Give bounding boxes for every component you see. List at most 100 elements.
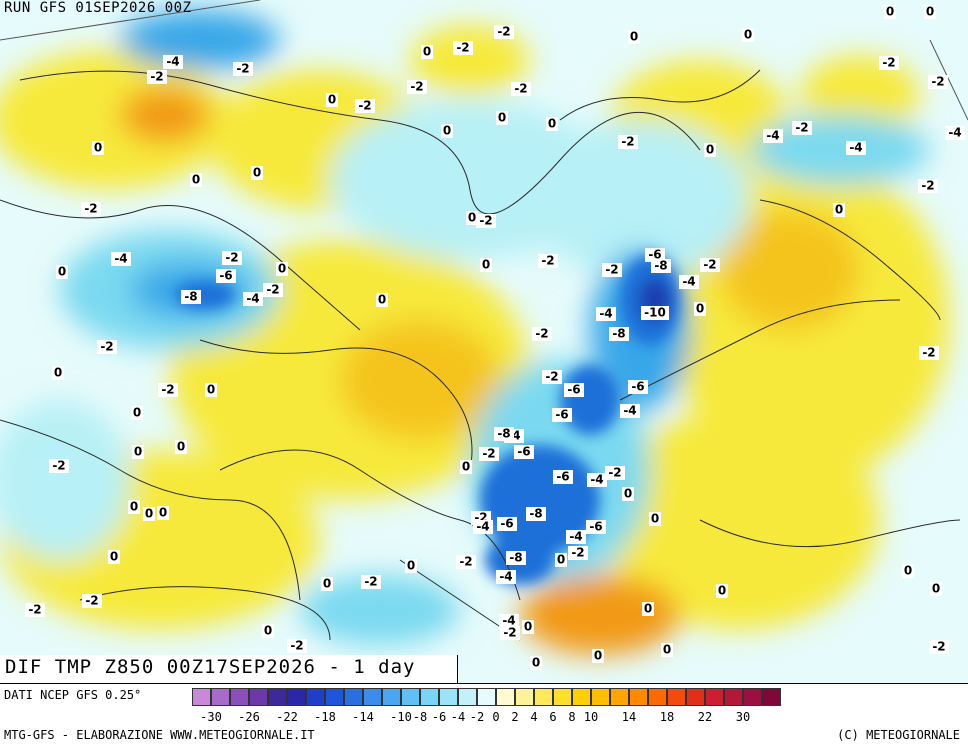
- anomaly-value-label: 0: [557, 553, 565, 567]
- legend-tick-label: 6: [549, 710, 557, 724]
- anomaly-value-label: -2: [479, 214, 492, 228]
- anomaly-value-label: -4: [246, 292, 259, 306]
- footer: DATI NCEP GFS 0.25° -30 -26 -22 -18 -14 -10 -8…: [0, 683, 968, 746]
- value-label-background: [586, 520, 606, 534]
- anomaly-value-label: 0: [932, 582, 940, 596]
- value-label-background: [131, 406, 143, 420]
- anomaly-value-label: -2: [28, 603, 41, 617]
- anomaly-value-label: 0: [630, 30, 638, 44]
- value-label-background: [460, 460, 472, 474]
- copyright: (C) METEOGIORNALE: [837, 728, 960, 742]
- anomaly-value-label: -4: [569, 530, 582, 544]
- value-label-background: [930, 582, 942, 596]
- value-label-background: [530, 656, 542, 670]
- legend-swatch: [705, 688, 724, 706]
- legend-tick-label: 18: [659, 710, 675, 724]
- anomaly-value-label: -4: [849, 141, 862, 155]
- anomaly-value-label: 0: [835, 203, 843, 217]
- value-label-background: [641, 306, 669, 320]
- value-label-background: [918, 179, 938, 193]
- legend-swatch: [629, 688, 648, 706]
- value-label-background: [355, 99, 375, 113]
- anomaly-value-label: -6: [517, 445, 530, 459]
- anomaly-value-label: -4: [476, 520, 489, 534]
- value-label-background: [620, 404, 640, 418]
- anomaly-value-label: 0: [207, 383, 215, 397]
- legend-swatch: [325, 688, 344, 706]
- legend-tick-label: -8: [412, 710, 428, 724]
- anomaly-value-label: -6: [631, 380, 644, 394]
- legend-swatch: [648, 688, 667, 706]
- legend-swatch: [724, 688, 743, 706]
- value-label-background: [263, 283, 283, 297]
- value-label-background: [81, 202, 101, 216]
- value-label-background: [143, 507, 155, 521]
- legend-swatch: [211, 688, 230, 706]
- anomaly-value-label: 0: [110, 550, 118, 564]
- legend-swatch: [553, 688, 572, 706]
- value-label-background: [421, 45, 433, 59]
- anomaly-value-label: 0: [696, 302, 704, 316]
- anomaly-value-label: 0: [134, 445, 142, 459]
- value-label-background: [602, 263, 622, 277]
- anomaly-value-label: 0: [58, 265, 66, 279]
- value-label-background: [157, 506, 169, 520]
- value-label-background: [642, 602, 654, 616]
- value-label-background: [181, 290, 201, 304]
- anomaly-value-label: -8: [612, 327, 625, 341]
- anomaly-value-label: -2: [922, 346, 935, 360]
- legend-swatch: [382, 688, 401, 706]
- legend-swatch: [230, 688, 249, 706]
- anomaly-value-label: -8: [529, 507, 542, 521]
- anomaly-value-label: -4: [948, 126, 961, 140]
- anomaly-value-label: -6: [219, 269, 232, 283]
- anomaly-value-label: -6: [500, 517, 513, 531]
- anomaly-value-label: -2: [882, 56, 895, 70]
- anomaly-value-label: -2: [497, 25, 510, 39]
- legend-tick-label: -18: [314, 710, 336, 724]
- anomaly-value-label: 0: [443, 124, 451, 138]
- anomaly-value-label: 0: [378, 293, 386, 307]
- anomaly-value-label: 0: [706, 143, 714, 157]
- value-label-background: [792, 121, 812, 135]
- legend-swatch: [192, 688, 211, 706]
- anomaly-value-label: -2: [84, 202, 97, 216]
- value-label-background: [542, 370, 562, 384]
- value-label-background: [97, 340, 117, 354]
- anomaly-value-label: 0: [192, 173, 200, 187]
- anomaly-value-label: 0: [594, 649, 602, 663]
- anomaly-value-label: 0: [482, 258, 490, 272]
- value-label-background: [928, 75, 948, 89]
- value-label-background: [321, 577, 333, 591]
- value-label-background: [473, 520, 493, 534]
- anomaly-value-label: -2: [514, 82, 527, 96]
- anomaly-value-label: -2: [541, 254, 554, 268]
- value-label-background: [243, 292, 263, 306]
- value-label-background: [456, 555, 476, 569]
- legend-tick-label: 10: [583, 710, 599, 724]
- legend-tick-label: 2: [511, 710, 519, 724]
- value-label-background: [700, 258, 720, 272]
- value-label-background: [555, 553, 567, 567]
- anomaly-value-label: 0: [278, 262, 286, 276]
- value-label-background: [287, 639, 307, 653]
- anomaly-value-label: 0: [904, 564, 912, 578]
- anomaly-value-label: -2: [921, 179, 934, 193]
- anomaly-value-label: -6: [589, 520, 602, 534]
- legend-swatch: [743, 688, 762, 706]
- value-label-background: [276, 262, 288, 276]
- value-label-background: [742, 28, 754, 42]
- value-label-background: [553, 470, 573, 484]
- anomaly-value-label: 0: [94, 141, 102, 155]
- anomaly-value-label: -2: [364, 575, 377, 589]
- value-label-background: [526, 507, 546, 521]
- value-label-background: [25, 603, 45, 617]
- value-label-background: [108, 550, 120, 564]
- value-label-background: [716, 584, 728, 598]
- anomaly-value-label: 0: [423, 45, 431, 59]
- value-label-background: [833, 203, 845, 217]
- anomaly-value-label: 0: [498, 111, 506, 125]
- value-label-background: [592, 649, 604, 663]
- value-label-background: [879, 56, 899, 70]
- value-label-background: [566, 530, 586, 544]
